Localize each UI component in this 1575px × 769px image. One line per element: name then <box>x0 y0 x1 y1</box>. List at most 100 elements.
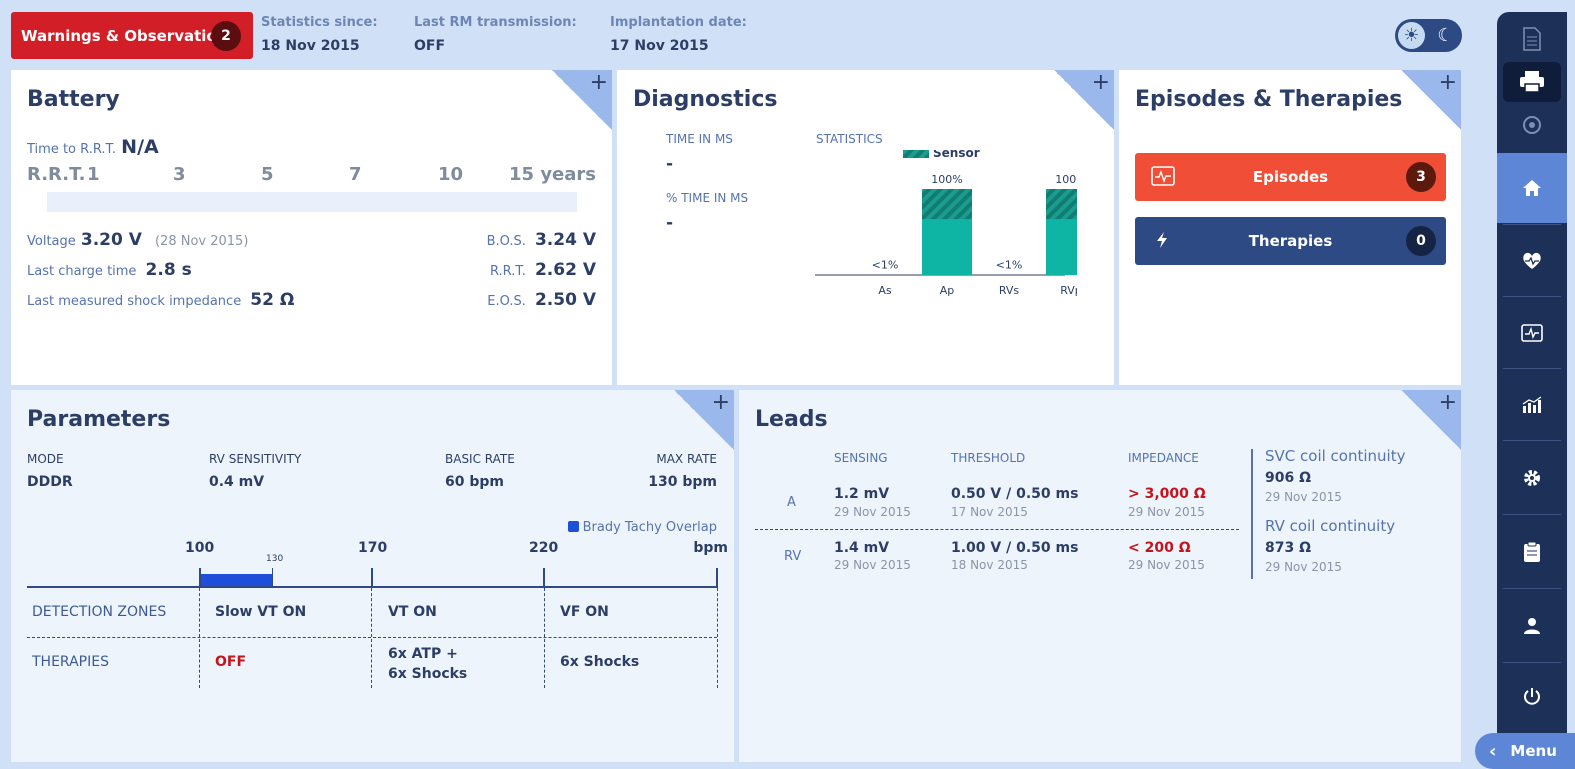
eos-value: 2.50 V <box>534 290 596 310</box>
report-button[interactable] <box>1497 22 1567 56</box>
theme-toggle[interactable]: ☀ ☾ <box>1395 19 1462 52</box>
lead-threshold-date: 18 Nov 2015 <box>951 558 1028 572</box>
battery-scale-tick: 3 <box>173 164 186 185</box>
sync-icon <box>1523 116 1541 134</box>
lead-threshold: 1.00 V / 0.50 ms <box>951 540 1079 556</box>
nav-heart[interactable] <box>1497 227 1567 295</box>
zone-therapy: 6x Shocks <box>560 654 640 670</box>
episodes-expand-button[interactable]: + <box>1401 70 1461 130</box>
overlap-legend-label: Brady Tachy Overlap <box>582 520 717 535</box>
plus-icon: + <box>711 390 730 415</box>
lead-threshold-date: 17 Nov 2015 <box>951 505 1028 519</box>
nav-separator <box>1503 588 1561 589</box>
nav-separator <box>1503 224 1561 225</box>
menu-button[interactable]: ‹ Menu <box>1475 733 1575 769</box>
battery-expand-button[interactable]: + <box>552 70 612 130</box>
eos-row: E.O.S. 2.50 V <box>487 290 596 310</box>
warnings-count-badge: 2 <box>211 21 241 51</box>
plus-icon: + <box>1091 70 1110 95</box>
zone-therapy: OFF <box>215 654 247 670</box>
legend-label: Sensor <box>933 150 980 160</box>
episodes-button[interactable]: Episodes 3 <box>1135 153 1446 201</box>
battery-scale-tick: 15 years <box>509 164 596 185</box>
svc-coil-label: SVC coil continuity <box>1265 447 1406 465</box>
last-rm-transmission: Last RM transmission: OFF <box>414 15 577 54</box>
rate-axis-tick <box>371 568 373 588</box>
nav-statistics[interactable] <box>1497 371 1567 439</box>
leads-title: Leads <box>755 407 828 432</box>
voltage-row: Voltage 3.20 V (28 Nov 2015) <box>27 230 248 250</box>
lead-impedance-date: 29 Nov 2015 <box>1128 558 1205 572</box>
printer-icon <box>1520 71 1544 93</box>
episodes-therapies-panel: Episodes & Therapies + Episodes 3 Therap… <box>1119 70 1461 385</box>
nav-power[interactable] <box>1497 665 1567 729</box>
detection-zones-label: DETECTION ZONES <box>32 604 167 620</box>
home-icon <box>1523 180 1541 196</box>
max-rate-label: MAX RATE <box>656 452 717 466</box>
leads-expand-button[interactable]: + <box>1401 390 1461 450</box>
rrt-voltage-value: 2.62 V <box>534 260 596 280</box>
document-icon <box>1523 27 1541 51</box>
nav-home[interactable] <box>1497 153 1567 223</box>
therapies-button[interactable]: Therapies 0 <box>1135 217 1446 265</box>
print-button[interactable] <box>1503 62 1561 102</box>
sync-button[interactable] <box>1497 108 1567 142</box>
mode-label: MODE <box>27 452 64 466</box>
pacing-statistics-chart: Sensor <1% As 100% Ap <1% RVs 100% RVp <box>815 150 1077 297</box>
warnings-label: Warnings & Observations <box>21 26 237 45</box>
rate-axis-tick <box>716 568 718 588</box>
data-label: 100% <box>931 173 962 186</box>
lead-name: A <box>787 495 796 510</box>
rv-coil-date: 29 Nov 2015 <box>1265 560 1342 574</box>
plus-icon: + <box>1438 390 1457 415</box>
warnings-button[interactable]: Warnings & Observations 2 <box>11 12 253 59</box>
rv-sensitivity-label: RV SENSITIVITY <box>209 452 302 466</box>
lead-threshold: 0.50 V / 0.50 ms <box>951 486 1079 502</box>
svc-coil-value: 906 Ω <box>1265 470 1311 486</box>
rate-tick-170: 170 <box>358 540 388 556</box>
pct-time-in-ms-label: % TIME IN MS <box>666 191 749 205</box>
moon-icon[interactable]: ☾ <box>1437 25 1454 46</box>
nav-separator <box>1503 368 1561 369</box>
overlap-tick-130: 130 <box>266 554 284 564</box>
battery-panel: Battery + Time to R.R.T. N/A R.R.T. 1 3 … <box>11 70 612 385</box>
svc-coil-date: 29 Nov 2015 <box>1265 490 1342 504</box>
sun-icon[interactable]: ☀ <box>1398 22 1425 49</box>
tick-label: RVp <box>1060 284 1077 297</box>
time-to-rrt-value: N/A <box>121 136 159 158</box>
legend-swatch <box>903 150 929 158</box>
threshold-column-header: THRESHOLD <box>951 451 1026 465</box>
nav-ecg[interactable] <box>1497 299 1567 367</box>
rv-coil-label: RV coil continuity <box>1265 517 1396 535</box>
implantation-label: Implantation date: <box>610 15 747 30</box>
zone-row-divider <box>27 637 717 638</box>
tick-label: Ap <box>940 284 955 297</box>
diagnostics-expand-button[interactable]: + <box>1054 70 1114 130</box>
bos-label: B.O.S. <box>486 234 526 249</box>
overlap-legend: Brady Tachy Overlap <box>567 520 717 535</box>
nav-user[interactable] <box>1497 591 1567 661</box>
nav-separator <box>1503 514 1561 515</box>
lead-impedance: > 3,000 Ω <box>1128 486 1206 502</box>
nav-separator <box>1503 440 1561 441</box>
nav-patient-record[interactable] <box>1497 517 1567 587</box>
last-rm-value: OFF <box>414 38 446 54</box>
data-label: 100% <box>1055 173 1077 186</box>
nav-separator <box>1503 296 1561 297</box>
sensing-column-header: SENSING <box>834 451 888 465</box>
zone-divider <box>199 588 200 688</box>
lead-impedance: < 200 Ω <box>1128 540 1191 556</box>
tick-label: As <box>878 284 892 297</box>
battery-scale-tick: 7 <box>349 164 362 185</box>
parameters-expand-button[interactable]: + <box>674 390 734 450</box>
impedance-column-header: IMPEDANCE <box>1128 451 1199 465</box>
bar-sensor-portion <box>1046 189 1077 220</box>
nav-settings[interactable] <box>1497 443 1567 513</box>
charge-label: Last charge time <box>27 264 137 279</box>
rrt-voltage-row: R.R.T. 2.62 V <box>490 260 596 280</box>
zone-divider <box>717 588 718 688</box>
implantation-date: Implantation date: 17 Nov 2015 <box>610 15 747 54</box>
statistics-since-label: Statistics since: <box>261 15 378 30</box>
rate-axis-tick <box>199 568 201 588</box>
basic-rate-value: 60 bpm <box>445 474 504 490</box>
